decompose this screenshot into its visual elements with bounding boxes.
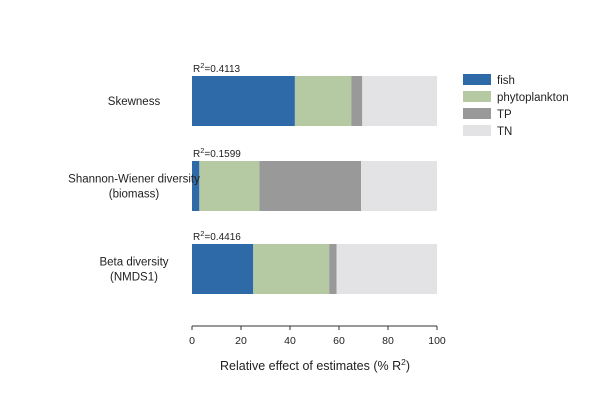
category-label-2-0: Beta diversity [99,257,168,269]
bar-segment-tp-0 [351,76,363,126]
legend-label-tp: TP [497,109,512,121]
x-tick-label-4: 80 [382,335,394,347]
x-axis-label: Relative effect of estimates (% R2) [220,357,410,373]
legend-label-fish: fish [497,75,515,87]
category-label-1-0: Shannon-Wiener diversity [68,174,200,186]
x-tick-label-2: 40 [284,335,296,347]
x-tick-label-0: 0 [189,335,195,347]
bar-segment-tp-2 [329,244,337,294]
category-label-0-0: Skewness [108,96,161,108]
x-axis: 0 20 40 60 80 100 [189,325,446,347]
category-labels-layer: R2=0.4113 Skewness R2=0.1599 Shannon-Wiener… [68,61,241,284]
bar-segment-tn-1 [361,161,437,211]
category-label-2-1: (NMDS1) [110,272,158,284]
bar-segment-fish-1 [192,161,200,211]
x-tick-label-3: 60 [333,335,345,347]
bar-segment-phytoplankton-1 [199,161,260,211]
legend-label-tn: TN [497,126,512,138]
bar-segment-fish-0 [192,76,295,126]
bar-segment-tn-2 [336,244,437,294]
bar-segment-fish-2 [192,244,254,294]
r2-annotation-0: R2=0.4113 [193,61,241,75]
x-tick-label-5: 100 [428,335,446,347]
legend-swatch-tp [463,108,491,119]
category-label-1-1: (biomass) [109,189,160,201]
legend-label-phytoplankton: phytoplankton [497,92,569,104]
bar-segment-phytoplankton-0 [294,76,352,126]
r2-annotation-1: R2=0.1599 [193,146,241,160]
bar-segment-phytoplankton-2 [253,244,330,294]
x-tick-label-1: 20 [235,335,247,347]
legend: fish phytoplankton TP TN [463,74,569,138]
bar-segment-tp-1 [259,161,362,211]
legend-swatch-fish [463,74,491,85]
bars-layer [192,76,437,294]
r2-annotation-2: R2=0.4416 [193,229,241,243]
legend-swatch-phytoplankton [463,91,491,102]
legend-swatch-tn [463,125,491,136]
bar-segment-tn-0 [362,76,437,126]
